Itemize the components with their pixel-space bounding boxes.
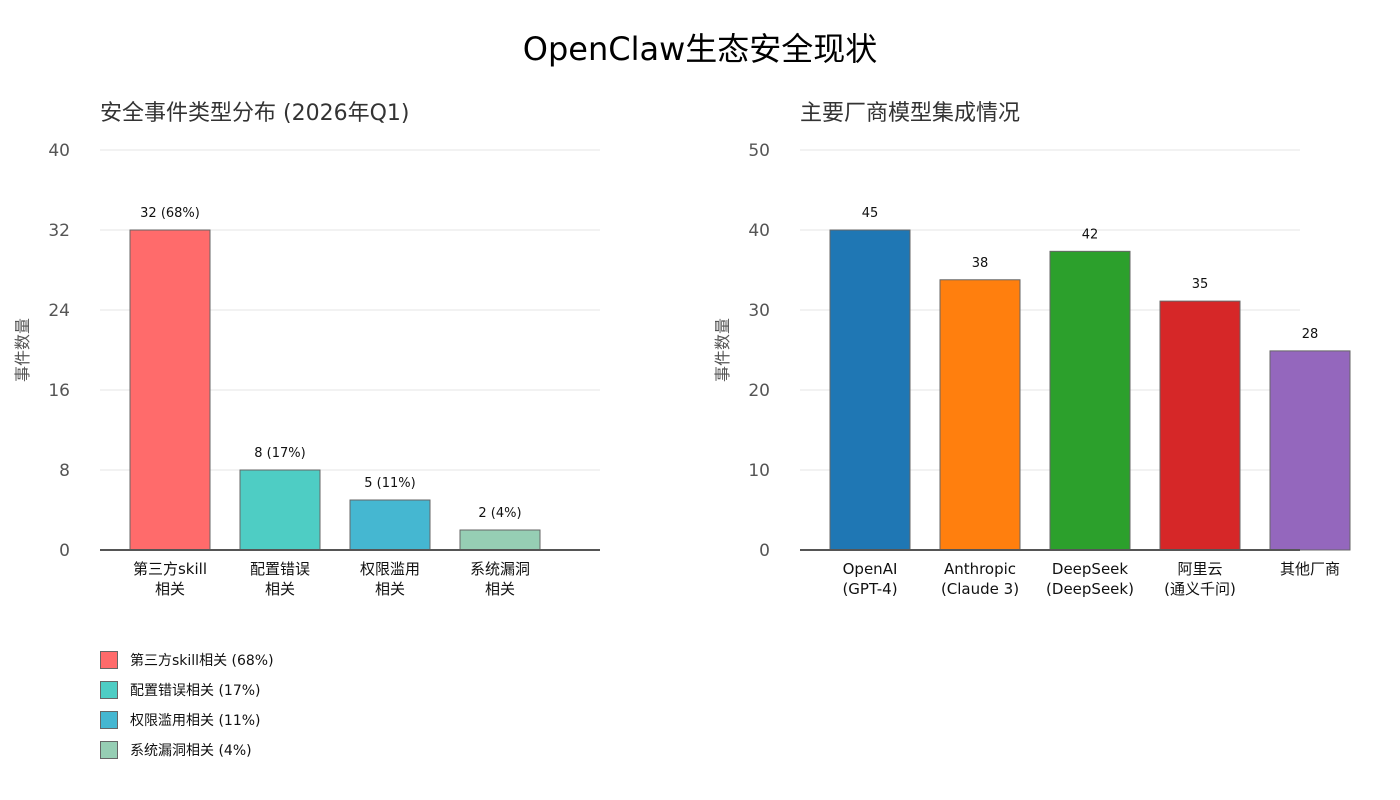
x-tick-label: 系统漏洞 (470, 560, 530, 578)
bar (239, 469, 321, 551)
y-axis-label: 事件数量 (713, 318, 732, 382)
y-tick-label: 24 (48, 301, 70, 321)
x-tick-label: Anthropic (944, 560, 1016, 578)
bar (1269, 350, 1351, 551)
x-tick-label: DeepSeek (1052, 560, 1129, 578)
legend-item: 系统漏洞相关 (4%) (100, 740, 252, 760)
bar (1049, 250, 1131, 551)
bar (829, 229, 911, 551)
figure-title: OpenClaw生态安全现状 (522, 30, 878, 68)
bar (939, 279, 1021, 551)
legend-swatch (100, 681, 118, 699)
chart-title: 主要厂商模型集成情况 (800, 101, 1020, 126)
y-tick-label: 20 (748, 381, 770, 401)
x-tick-label: 相关 (485, 580, 515, 598)
y-tick-label: 16 (48, 381, 70, 401)
bar (349, 499, 431, 551)
legend-label: 配置错误相关 (17%) (130, 683, 261, 699)
x-tick-label: 其他厂商 (1280, 560, 1340, 578)
data-label: 2 (4%) (478, 506, 521, 521)
data-label: 35 (1192, 277, 1209, 292)
y-tick-label: 32 (48, 221, 70, 241)
data-label: 8 (17%) (254, 446, 305, 461)
legend-label: 权限滥用相关 (11%) (130, 713, 261, 729)
y-tick-label: 10 (748, 461, 770, 481)
y-tick-label: 50 (748, 141, 770, 161)
y-tick-label: 40 (748, 221, 770, 241)
legend-label: 第三方skill相关 (68%) (130, 653, 274, 669)
x-tick-label: OpenAI (843, 560, 898, 578)
x-tick-label: (Claude 3) (941, 580, 1019, 598)
x-tick-label: 相关 (155, 580, 185, 598)
x-tick-label: 阿里云 (1177, 560, 1222, 578)
bar (129, 229, 211, 551)
legend-item: 配置错误相关 (17%) (100, 680, 261, 700)
x-tick-label: 配置错误 (250, 560, 310, 578)
data-label: 28 (1302, 327, 1319, 342)
y-tick-label: 0 (759, 541, 770, 561)
x-tick-label: 权限滥用 (360, 560, 420, 578)
x-tick-label: 第三方skill (133, 560, 207, 578)
data-label: 42 (1082, 227, 1099, 242)
x-tick-label: 相关 (265, 580, 295, 598)
y-tick-label: 0 (59, 541, 70, 561)
bar (459, 529, 541, 551)
y-tick-label: 40 (48, 141, 70, 161)
y-axis-label: 事件数量 (13, 318, 32, 382)
legend-swatch (100, 741, 118, 759)
data-label: 45 (862, 206, 879, 221)
data-label: 5 (11%) (364, 476, 415, 491)
legend-swatch (100, 711, 118, 729)
x-tick-label: (通义千问) (1164, 580, 1236, 598)
legend-item: 权限滥用相关 (11%) (100, 710, 261, 730)
x-tick-label: (DeepSeek) (1046, 580, 1134, 598)
legend-label: 系统漏洞相关 (4%) (130, 743, 252, 759)
chart-title: 安全事件类型分布 (2026年Q1) (100, 101, 409, 126)
y-tick-label: 8 (59, 461, 70, 481)
legend-item: 第三方skill相关 (68%) (100, 650, 274, 670)
legend-swatch (100, 651, 118, 669)
data-label: 32 (68%) (140, 206, 200, 221)
x-tick-label: (GPT-4) (842, 580, 897, 598)
x-tick-label: 相关 (375, 580, 405, 598)
data-label: 38 (972, 256, 989, 271)
bar (1159, 300, 1241, 551)
y-tick-label: 30 (748, 301, 770, 321)
